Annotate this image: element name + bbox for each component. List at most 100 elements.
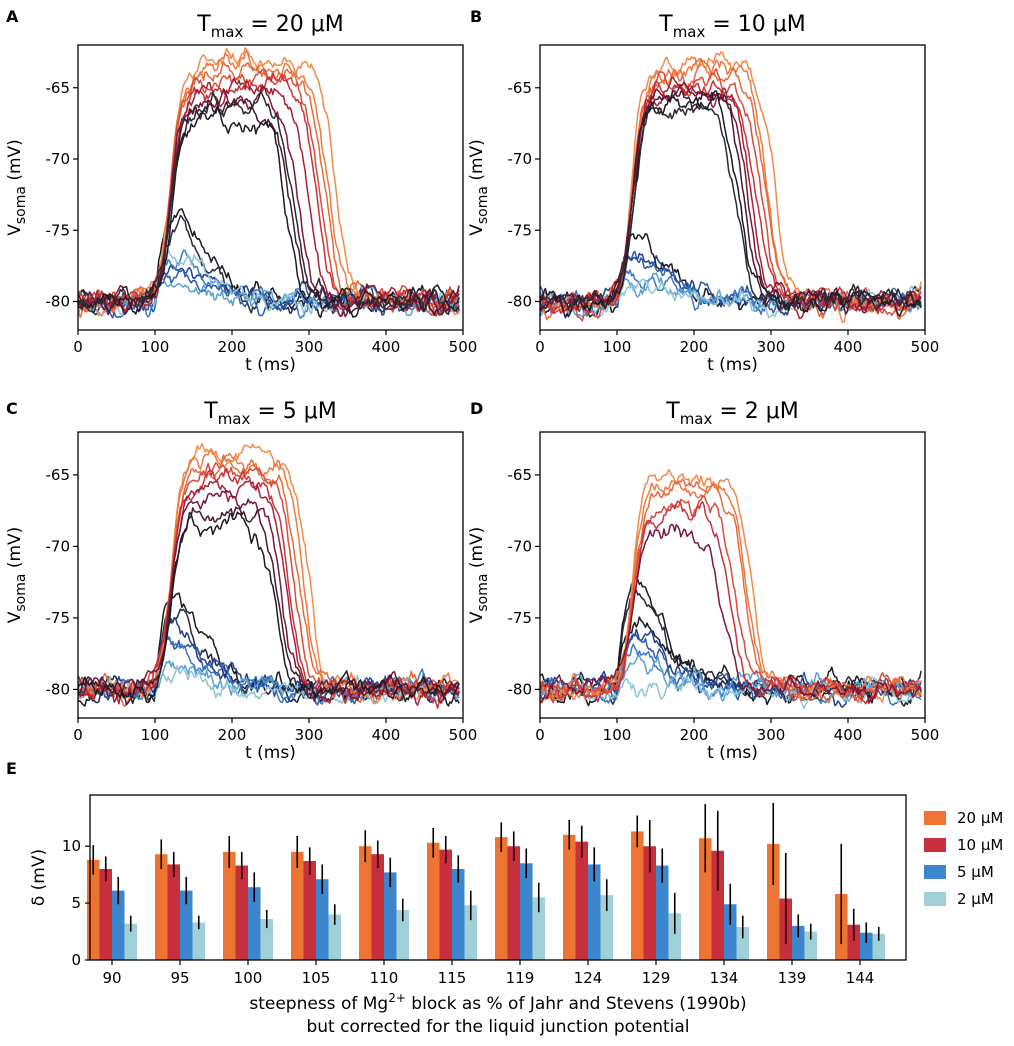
x-tick-label: 100 bbox=[603, 338, 632, 356]
title-prefix: T bbox=[658, 12, 673, 37]
x-axis-text: but corrected for the liquid junction po… bbox=[306, 1017, 689, 1037]
axes-frame bbox=[77, 44, 464, 331]
y-tick-label: -70 bbox=[508, 150, 533, 168]
x-tick-label: 500 bbox=[449, 338, 478, 356]
y-tick-label: -80 bbox=[508, 293, 533, 311]
bar bbox=[699, 838, 712, 960]
axes-frame bbox=[77, 431, 464, 719]
trace-group bbox=[540, 51, 922, 324]
x-tick-label: 0 bbox=[535, 726, 545, 744]
y-tick-label: -70 bbox=[46, 150, 71, 168]
y-axis-subscript: soma bbox=[475, 186, 491, 224]
bar bbox=[711, 850, 724, 960]
x-tick-label: 100 bbox=[603, 726, 632, 744]
x-tick-label: 400 bbox=[834, 338, 863, 356]
bar bbox=[643, 846, 656, 960]
y-axis-unit: (mV) bbox=[467, 139, 487, 186]
bar bbox=[291, 851, 304, 960]
bar bbox=[223, 851, 236, 960]
y-tick-value: 5 bbox=[71, 894, 81, 912]
x-tick-value: 300 bbox=[757, 338, 786, 356]
panel-d: D Tmax = 2 μM 0 100 200 300 400 500 -65 -70 -75 -80… bbox=[467, 399, 939, 763]
x-tick-label: 500 bbox=[449, 726, 478, 744]
trace-group bbox=[540, 469, 922, 710]
y-axis-label: Vsoma (mV) bbox=[5, 527, 29, 624]
x-axis-text: t (ms) bbox=[245, 743, 296, 763]
bar bbox=[112, 890, 125, 960]
panel-letter: C bbox=[6, 399, 18, 418]
panel-title: Tmax = 10 μM bbox=[658, 12, 806, 41]
x-tick-label: 300 bbox=[757, 338, 786, 356]
panel-letter: E bbox=[6, 759, 17, 778]
panel-title: Tmax = 2 μM bbox=[665, 399, 799, 428]
y-tick-value: -75 bbox=[46, 609, 71, 627]
plateau-trace bbox=[78, 511, 460, 707]
x-tick-value: 90 bbox=[102, 969, 121, 987]
bar bbox=[87, 859, 100, 960]
x-tick-label: 124 bbox=[574, 969, 603, 987]
y-tick-value: -80 bbox=[46, 293, 71, 311]
bar bbox=[260, 919, 273, 960]
x-tick-value: 500 bbox=[911, 338, 940, 356]
title-suffix: = 20 μM bbox=[243, 12, 343, 37]
x-tick-value: 200 bbox=[680, 338, 709, 356]
y-tick-value: -65 bbox=[46, 79, 71, 97]
x-tick-value: 400 bbox=[372, 726, 401, 744]
panel-letter: D bbox=[470, 399, 483, 418]
x-tick-value: 124 bbox=[574, 969, 603, 987]
y-tick-label: 10 bbox=[62, 837, 81, 855]
x-tick-label: 0 bbox=[73, 338, 83, 356]
x-axis-label: t (ms) bbox=[707, 355, 758, 375]
y-tick-label: -80 bbox=[508, 680, 533, 698]
bar bbox=[396, 909, 409, 960]
plateau-trace bbox=[540, 58, 922, 321]
y-axis-text: δ (mV) bbox=[29, 849, 49, 906]
x-tick-value: 200 bbox=[680, 726, 709, 744]
x-tick-label: 400 bbox=[372, 726, 401, 744]
y-tick-value: 0 bbox=[71, 951, 81, 969]
panel-title: Tmax = 5 μM bbox=[203, 399, 337, 428]
plateau-trace bbox=[540, 90, 922, 319]
y-tick-value: -70 bbox=[46, 537, 71, 555]
bar bbox=[371, 854, 384, 960]
x-axis-text: t (ms) bbox=[707, 355, 758, 375]
panel-label: A bbox=[6, 7, 19, 26]
bar bbox=[600, 895, 613, 960]
x-tick-value: 119 bbox=[506, 969, 535, 987]
x-tick-value: 105 bbox=[302, 969, 331, 987]
y-axis-unit: (mV) bbox=[5, 527, 25, 574]
bar bbox=[99, 868, 112, 960]
y-tick-label: -75 bbox=[46, 609, 71, 627]
x-tick-label: 100 bbox=[141, 726, 170, 744]
panel-label: D bbox=[470, 399, 483, 418]
x-tick-value: 0 bbox=[535, 338, 545, 356]
x-tick-value: 95 bbox=[170, 969, 189, 987]
y-tick-label: -70 bbox=[46, 537, 71, 555]
x-axis-label-line1: steepness of Mg2+ block as % of Jahr and… bbox=[249, 991, 746, 1014]
legend-swatch bbox=[924, 892, 946, 906]
bar bbox=[167, 864, 180, 960]
x-tick-value: 100 bbox=[141, 726, 170, 744]
bar bbox=[860, 932, 873, 960]
trace-group bbox=[78, 47, 460, 319]
y-axis-label: Vsoma (mV) bbox=[467, 139, 491, 236]
y-axis-label: δ (mV) bbox=[29, 849, 49, 906]
y-tick-label: 5 bbox=[71, 894, 81, 912]
panel-label: C bbox=[6, 399, 18, 418]
x-tick-label: 110 bbox=[370, 969, 399, 987]
x-tick-value: 200 bbox=[218, 726, 247, 744]
y-tick-label: -75 bbox=[508, 221, 533, 239]
title-prefix: T bbox=[665, 399, 680, 424]
title-subscript: max bbox=[218, 410, 251, 428]
x-tick-label: 144 bbox=[846, 969, 875, 987]
y-tick-label: 0 bbox=[71, 951, 81, 969]
bar-series bbox=[99, 810, 860, 960]
bar bbox=[359, 846, 372, 960]
y-tick-value: -70 bbox=[508, 150, 533, 168]
x-axis-label: t (ms) bbox=[245, 355, 296, 375]
x-axis-text: t (ms) bbox=[707, 743, 758, 763]
y-tick-value: -65 bbox=[46, 466, 71, 484]
axes-frame bbox=[89, 794, 907, 961]
x-tick-value: 0 bbox=[535, 726, 545, 744]
